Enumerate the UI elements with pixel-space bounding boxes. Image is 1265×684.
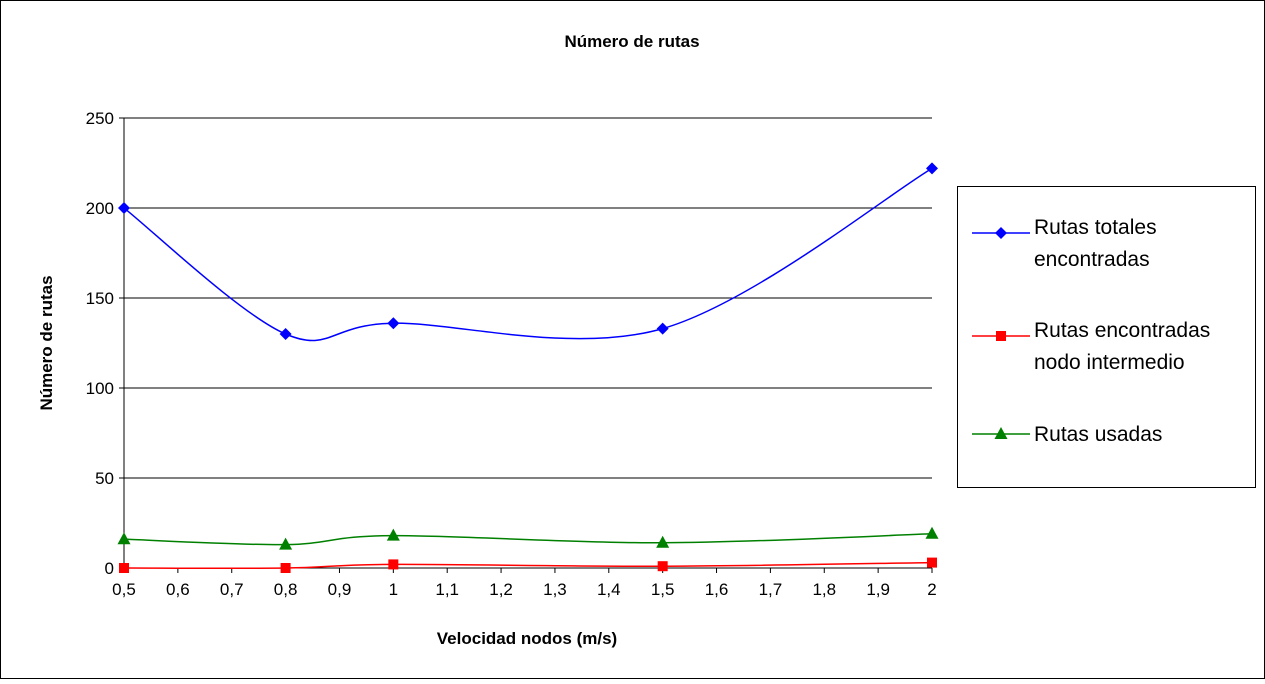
y-tick-label: 100	[86, 379, 114, 398]
series-group	[117, 162, 939, 573]
x-axis-title: Velocidad nodos (m/s)	[437, 629, 617, 648]
x-tick-labels: 0,5 0,6 0,7 0,8 0,9 1 1,1 1,2 1,3 1,4 1,5 1,6 1,7 1,8…	[112, 580, 937, 599]
legend-marker-square	[996, 331, 1006, 341]
x-tick-label: 1,9	[866, 580, 890, 599]
x-tick-label: 1,8	[812, 580, 836, 599]
y-tick-label: 150	[86, 289, 114, 308]
x-tick-label: 0,8	[274, 580, 298, 599]
x-tick-label: 1,5	[651, 580, 675, 599]
y-tick-labels: 0 50 100 150 200 250	[86, 109, 114, 578]
y-axis-title: Número de rutas	[37, 275, 56, 410]
legend-label: Rutas encontradas	[1034, 319, 1210, 342]
legend-box	[957, 186, 1256, 488]
x-tick-label: 0,6	[166, 580, 190, 599]
chart-title: Número de rutas	[564, 32, 699, 51]
data-point-triangle	[279, 537, 293, 550]
x-tick-label: 1	[389, 580, 398, 599]
x-tick-label: 1,1	[435, 580, 459, 599]
data-point-square	[388, 559, 399, 570]
series-line-3	[123, 533, 933, 546]
x-tick-label: 0,7	[220, 580, 244, 599]
data-point-diamond	[118, 202, 130, 214]
data-point-square	[280, 563, 291, 573]
data-point-triangle	[117, 532, 131, 545]
legend-label: Rutas usadas	[1034, 423, 1162, 446]
series-line-2	[123, 561, 933, 570]
legend-marker-diamond	[995, 227, 1007, 239]
data-point-diamond	[387, 317, 400, 330]
data-point-triangle	[386, 528, 400, 541]
y-tick-label: 50	[95, 469, 114, 488]
grid-lines	[124, 117, 932, 479]
y-tick-label: 250	[86, 109, 114, 128]
x-tick-label: 0,5	[112, 580, 136, 599]
data-point-square	[657, 561, 668, 572]
x-tick-label: 1,7	[759, 580, 783, 599]
data-point-square	[927, 557, 937, 568]
legend-marker-triangle	[994, 427, 1008, 439]
x-tick-label: 1,3	[543, 580, 567, 599]
data-point-triangle	[925, 526, 939, 539]
legend-label: Rutas totales	[1034, 216, 1157, 239]
legend-label: encontradas	[1034, 248, 1150, 271]
data-point-triangle	[656, 535, 670, 548]
y-tick-label: 0	[105, 559, 114, 578]
x-tick-label: 1,4	[597, 580, 621, 599]
x-tick-label: 1,2	[489, 580, 513, 599]
data-point-square	[119, 563, 129, 573]
y-tick-label: 200	[86, 199, 114, 218]
x-tick-label: 1,6	[705, 580, 729, 599]
data-point-diamond	[656, 322, 669, 335]
x-tick-label: 0,9	[328, 580, 352, 599]
data-point-diamond	[279, 328, 292, 340]
x-tick-label: 2	[927, 580, 936, 599]
data-point-diamond	[926, 162, 938, 175]
series-line-1	[123, 167, 933, 342]
legend: Rutas totales encontradas Rutas encontrada…	[957, 186, 1256, 488]
legend-label: nodo intermedio	[1034, 351, 1185, 374]
